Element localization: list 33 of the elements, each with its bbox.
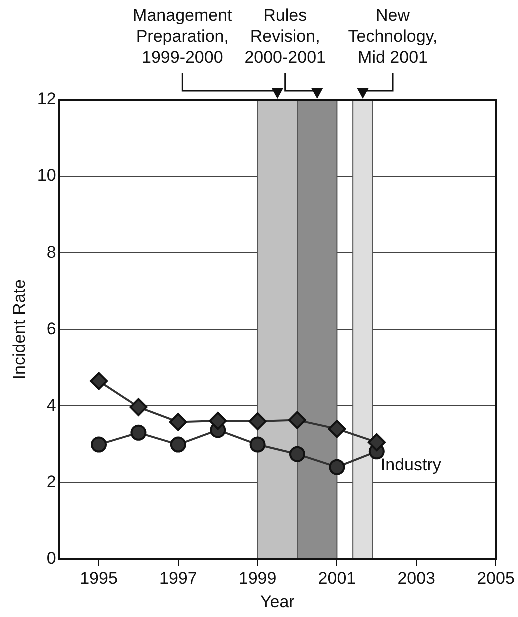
series-label: Industry xyxy=(380,455,442,474)
point xyxy=(290,446,306,462)
x-tick-label: 1995 xyxy=(80,569,118,588)
point xyxy=(250,436,266,453)
point xyxy=(130,424,147,441)
y-tick-label: 8 xyxy=(46,242,56,262)
y-tick-label: 2 xyxy=(46,472,56,492)
y-tick-label: 0 xyxy=(46,548,56,568)
x-tick-label: 1999 xyxy=(238,569,277,588)
point xyxy=(248,412,267,430)
y-tick-label: 6 xyxy=(46,319,56,338)
y-axis-title: Incident Rate xyxy=(10,280,29,380)
point xyxy=(90,372,108,390)
y-tick-label: 4 xyxy=(46,396,56,415)
x-tick-label: 2005 xyxy=(477,569,515,588)
point xyxy=(170,436,186,453)
point xyxy=(328,420,346,438)
band-label: Rules Revision, 2000-2001 xyxy=(244,6,326,68)
y-tick-label: 10 xyxy=(37,166,56,186)
x-tick-label: 2001 xyxy=(318,569,356,588)
point xyxy=(329,459,346,476)
x-axis-title: Year xyxy=(260,592,296,612)
band-label: Management Preparation, 1999-2000 xyxy=(133,6,233,68)
point xyxy=(288,411,307,430)
point xyxy=(130,398,148,416)
point xyxy=(169,413,188,432)
point xyxy=(209,412,228,430)
band-label: New Technology, Mid 2001 xyxy=(348,6,438,68)
y-tick-label: 12 xyxy=(37,90,56,109)
x-tick-label: 1997 xyxy=(159,569,198,588)
x-tick-label: 2003 xyxy=(398,569,436,588)
point xyxy=(91,436,108,453)
point xyxy=(368,433,386,452)
